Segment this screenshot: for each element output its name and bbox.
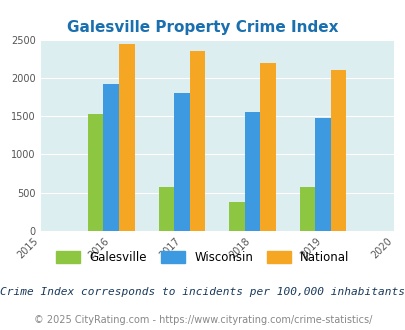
Bar — [330, 70, 345, 231]
Bar — [244, 112, 260, 231]
Bar — [103, 83, 119, 231]
Text: © 2025 CityRating.com - https://www.cityrating.com/crime-statistics/: © 2025 CityRating.com - https://www.city… — [34, 315, 371, 325]
Bar — [299, 187, 315, 231]
Bar — [174, 93, 189, 231]
Legend: Galesville, Wisconsin, National: Galesville, Wisconsin, National — [56, 251, 349, 264]
Bar — [189, 51, 205, 231]
Bar — [88, 114, 103, 231]
Bar — [229, 202, 244, 231]
Bar — [315, 118, 330, 231]
Bar — [260, 63, 275, 231]
Bar — [158, 187, 174, 231]
Text: Galesville Property Crime Index: Galesville Property Crime Index — [67, 20, 338, 35]
Text: Crime Index corresponds to incidents per 100,000 inhabitants: Crime Index corresponds to incidents per… — [0, 287, 405, 297]
Bar — [119, 44, 134, 231]
